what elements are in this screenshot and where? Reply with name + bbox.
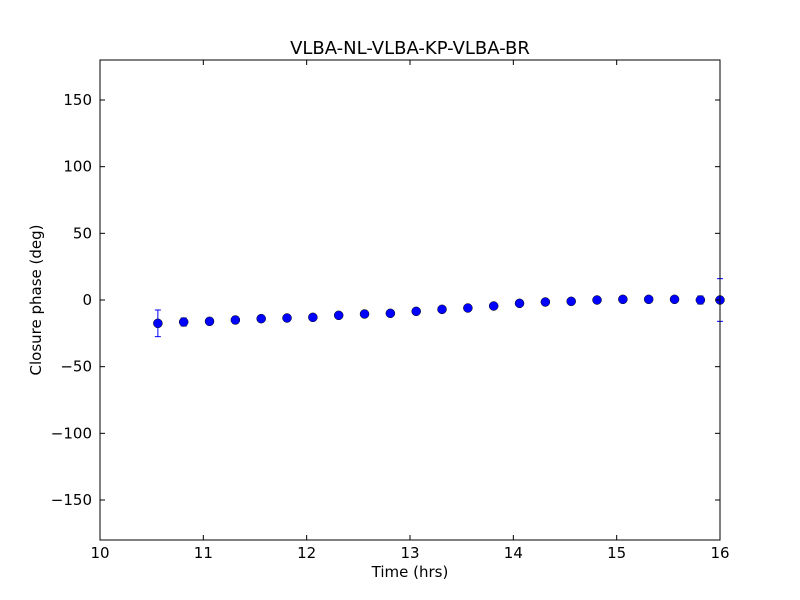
data-point xyxy=(669,294,680,305)
x-tick-label: 13 xyxy=(400,544,419,562)
x-tick-label: 12 xyxy=(297,544,316,562)
data-point xyxy=(695,295,706,305)
y-tick-label: 150 xyxy=(63,91,92,109)
y-tick-label: 50 xyxy=(73,224,92,242)
y-tick-label: 100 xyxy=(63,158,92,176)
data-point xyxy=(411,306,421,317)
x-axis: 10 11 12 13 14 15 16 xyxy=(90,60,730,562)
data-point xyxy=(282,313,292,323)
data-point xyxy=(488,301,499,311)
x-tick-label: 15 xyxy=(607,544,626,562)
data-point xyxy=(592,295,602,305)
y-tick-label: −150 xyxy=(51,491,92,509)
data-point xyxy=(437,304,447,315)
data-point xyxy=(230,315,241,325)
y-tick-label: −100 xyxy=(51,424,92,442)
y-tick-label: 0 xyxy=(82,291,92,309)
data-point xyxy=(153,318,163,329)
chart-title: VLBA-NL-VLBA-KP-VLBA-BR xyxy=(290,38,530,59)
data-point xyxy=(566,296,576,307)
data-point xyxy=(463,303,473,313)
data-point xyxy=(308,312,318,323)
y-axis-label: Closure phase (deg) xyxy=(27,225,45,376)
x-axis-label: Time (hrs) xyxy=(371,563,449,581)
x-tick-label: 10 xyxy=(90,544,109,562)
data-point xyxy=(643,294,654,305)
data-point xyxy=(204,316,215,327)
x-tick-label: 16 xyxy=(710,544,729,562)
data-point xyxy=(385,308,396,319)
x-tick-label: 14 xyxy=(504,544,523,562)
data-point xyxy=(514,298,525,309)
data-point xyxy=(333,310,344,321)
data-point xyxy=(178,317,189,327)
data-point xyxy=(256,313,266,324)
plot-marks xyxy=(153,278,725,338)
x-tick-label: 11 xyxy=(194,544,213,562)
data-point xyxy=(359,309,370,319)
y-axis: 150 100 50 0 −50 −100 −150 xyxy=(51,91,720,509)
data-point xyxy=(618,294,628,305)
data-point xyxy=(540,297,551,307)
y-tick-label: −50 xyxy=(60,358,92,376)
